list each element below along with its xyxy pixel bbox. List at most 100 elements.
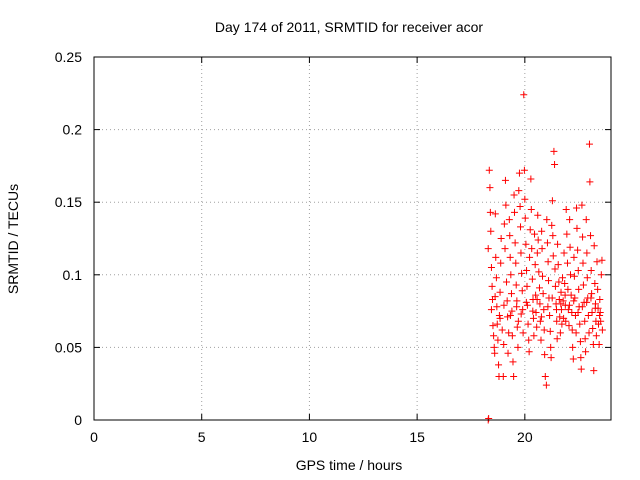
y-axis-ticks: 0 0.05 0.1 0.15 0.2 0.25 <box>55 49 611 428</box>
data-point <box>591 280 599 288</box>
data-point <box>533 249 541 257</box>
data-point <box>525 348 533 356</box>
data-point <box>530 332 538 340</box>
data-point <box>522 298 530 306</box>
data-point <box>527 175 535 183</box>
data-point <box>590 242 598 250</box>
data-point <box>531 261 539 269</box>
data-point <box>533 295 541 303</box>
data-point <box>553 335 561 343</box>
data-point <box>566 216 574 224</box>
data-point <box>529 307 537 315</box>
data-point <box>522 240 530 248</box>
data-point <box>563 259 571 267</box>
data-point <box>517 223 525 231</box>
data-point <box>504 349 512 357</box>
data-point <box>489 322 497 330</box>
data-point <box>515 169 523 177</box>
data-point <box>590 367 598 375</box>
data-point <box>542 381 550 389</box>
data-point <box>519 329 527 337</box>
y-tick-label: 0.05 <box>55 339 82 355</box>
data-point <box>555 278 563 286</box>
data-point <box>592 332 600 340</box>
data-point <box>506 232 514 240</box>
x-tick-label: 5 <box>198 429 206 445</box>
data-point <box>488 282 496 290</box>
data-point <box>550 147 558 155</box>
data-point <box>495 361 503 369</box>
data-point <box>524 320 532 328</box>
data-point <box>516 203 524 211</box>
data-point <box>557 300 565 308</box>
data-point <box>534 211 542 219</box>
data-point <box>554 261 562 269</box>
data-point <box>584 311 592 319</box>
data-point <box>577 365 585 373</box>
data-point <box>591 304 599 312</box>
data-point <box>508 307 516 315</box>
x-tick-label: 15 <box>409 429 425 445</box>
x-axis-ticks: 0 5 10 15 20 <box>90 57 533 445</box>
data-point <box>520 91 528 99</box>
data-point <box>490 332 498 340</box>
data-point <box>493 320 501 328</box>
data-point <box>538 245 546 253</box>
data-point <box>551 265 559 273</box>
data-point <box>589 325 597 333</box>
data-point <box>521 195 529 203</box>
data-point <box>497 259 505 267</box>
data-point <box>523 301 531 309</box>
data-point <box>551 160 559 168</box>
data-point <box>598 256 606 264</box>
data-point <box>547 343 555 351</box>
data-point <box>569 355 577 363</box>
data-point <box>572 329 580 337</box>
data-point <box>492 253 500 261</box>
data-point <box>594 285 602 293</box>
data-point <box>538 272 546 280</box>
data-point <box>579 233 587 241</box>
data-point <box>546 311 554 319</box>
data-point <box>582 216 590 224</box>
data-point <box>485 415 493 423</box>
plot-border <box>93 56 612 421</box>
data-point <box>564 306 572 314</box>
data-point <box>568 326 576 334</box>
data-point <box>567 271 575 279</box>
data-point <box>532 291 540 299</box>
data-point <box>587 232 595 240</box>
data-point <box>570 272 578 280</box>
data-point <box>564 285 572 293</box>
data-point <box>510 208 518 216</box>
data-point <box>555 295 563 303</box>
data-point <box>587 266 595 274</box>
data-point <box>577 354 585 362</box>
data-point <box>518 269 526 277</box>
data-point <box>557 288 565 296</box>
data-point <box>582 348 590 356</box>
data-point <box>548 197 556 205</box>
data-point <box>585 329 593 337</box>
data-point <box>508 332 516 340</box>
data-point <box>558 320 566 328</box>
data-point <box>549 252 557 260</box>
data-point <box>597 271 605 279</box>
data-point <box>512 281 520 289</box>
data-point <box>526 253 534 261</box>
data-point <box>573 204 581 212</box>
data-point <box>532 309 540 317</box>
data-point <box>586 178 594 186</box>
data-point <box>506 311 514 319</box>
x-tick-label: 10 <box>302 429 318 445</box>
data-point <box>486 184 494 192</box>
data-point <box>500 220 508 228</box>
data-point <box>574 246 582 254</box>
data-point <box>519 306 527 314</box>
y-tick-label: 0.2 <box>63 122 83 138</box>
data-point <box>499 372 507 380</box>
data-point <box>569 343 577 351</box>
data-point <box>556 313 564 321</box>
x-tick-label: 0 <box>90 429 98 445</box>
